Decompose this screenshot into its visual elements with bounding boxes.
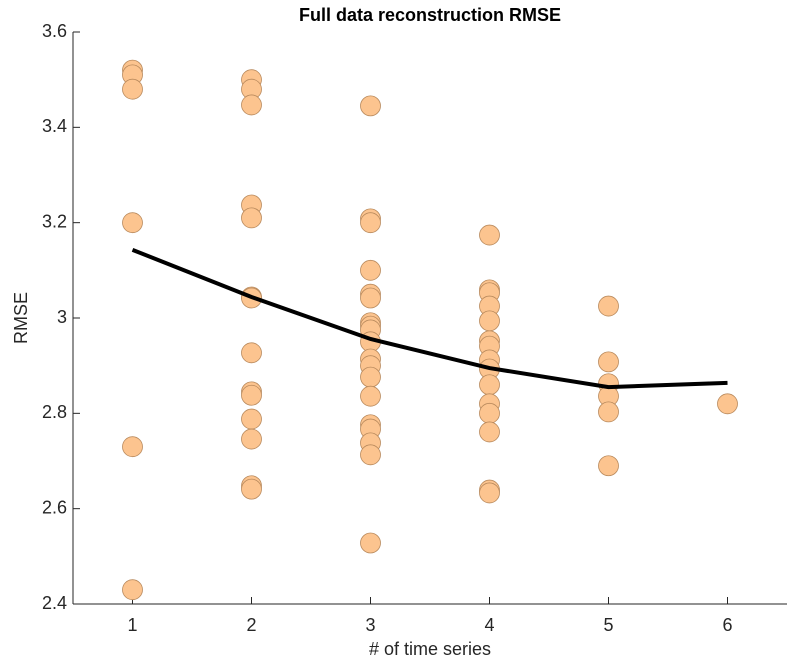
point xyxy=(241,408,262,430)
point xyxy=(241,478,262,500)
x-axis-label: # of time series xyxy=(369,639,491,659)
point xyxy=(360,95,381,117)
point xyxy=(598,455,619,477)
point xyxy=(241,207,262,229)
point xyxy=(598,351,619,373)
y-tick-label: 3.6 xyxy=(42,21,67,41)
point xyxy=(122,78,143,100)
point xyxy=(241,384,262,406)
y-tick-label: 2.6 xyxy=(42,497,67,517)
point xyxy=(598,295,619,317)
point xyxy=(241,94,262,116)
point xyxy=(360,444,381,466)
point xyxy=(479,421,500,443)
x-tick-label: 6 xyxy=(722,615,732,635)
chart-title: Full data reconstruction RMSE xyxy=(299,5,561,25)
point xyxy=(360,287,381,309)
x-tick-label: 4 xyxy=(484,615,494,635)
line xyxy=(131,247,728,390)
point xyxy=(360,532,381,554)
y-tick-label: 3.2 xyxy=(42,211,67,231)
y-tick-label: 2.8 xyxy=(42,402,67,422)
point xyxy=(360,385,381,407)
point xyxy=(360,366,381,388)
x-tick-label: 2 xyxy=(246,615,256,635)
x-tick-label: 3 xyxy=(365,615,375,635)
y-tick-label: 2.4 xyxy=(42,593,67,613)
point xyxy=(717,393,738,415)
point xyxy=(122,212,143,234)
x-tick-label: 1 xyxy=(127,615,137,635)
point xyxy=(598,401,619,423)
point xyxy=(479,374,500,396)
x-tick-label: 5 xyxy=(603,615,613,635)
point xyxy=(241,428,262,450)
y-tick-label: 3 xyxy=(57,307,67,327)
point xyxy=(479,482,500,504)
point xyxy=(122,579,143,601)
point xyxy=(479,402,500,424)
point xyxy=(360,212,381,234)
point xyxy=(479,310,500,332)
y-tick-label: 3.4 xyxy=(42,116,67,136)
y-axis-label: RMSE xyxy=(11,292,31,344)
point xyxy=(360,259,381,281)
point xyxy=(122,436,143,458)
point xyxy=(479,224,500,246)
point xyxy=(241,342,262,364)
